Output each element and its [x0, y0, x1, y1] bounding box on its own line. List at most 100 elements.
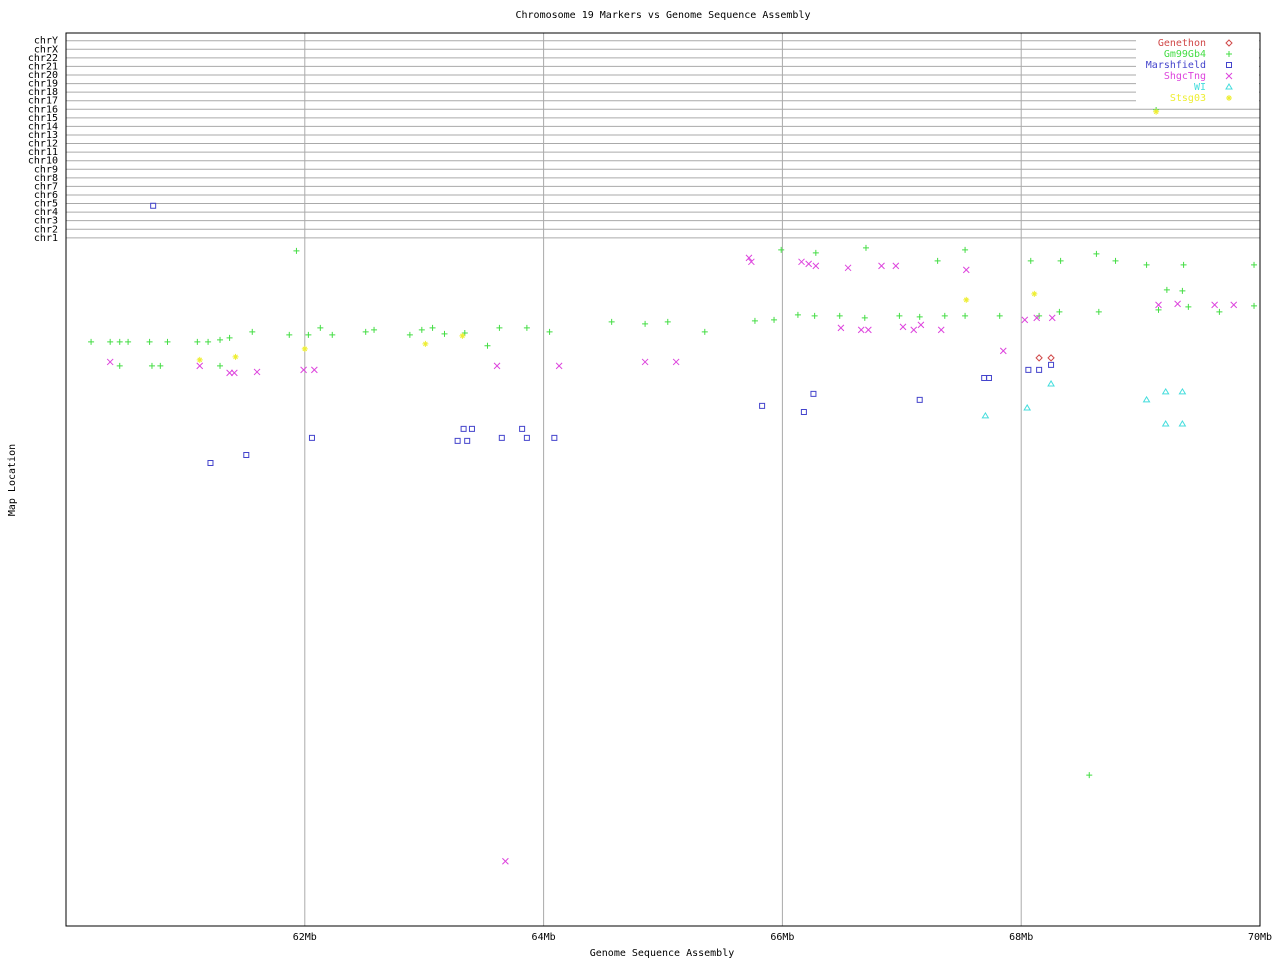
point: [1056, 308, 1063, 315]
y-tick-label: chr19: [28, 79, 58, 90]
y-tick-label: chr11: [28, 147, 58, 158]
point: [1161, 387, 1170, 395]
point: [106, 358, 114, 366]
point: [217, 336, 224, 343]
point: [1025, 366, 1032, 373]
point: [1143, 261, 1150, 268]
point: [308, 434, 315, 441]
point: [519, 425, 526, 432]
point: [800, 408, 807, 415]
point: [107, 338, 114, 345]
point: [125, 338, 132, 345]
point: [812, 249, 819, 256]
point: [493, 362, 501, 370]
marks: [88, 106, 1258, 865]
y-tick-label: chr10: [28, 156, 58, 167]
point: [546, 328, 553, 335]
point: [1021, 316, 1029, 324]
point: [293, 247, 300, 254]
point: [916, 313, 923, 320]
y-tick-label: chr18: [28, 87, 58, 98]
point: [999, 347, 1007, 355]
point: [1178, 419, 1187, 427]
point: [1047, 354, 1055, 362]
point: [88, 338, 95, 345]
point: [249, 328, 256, 335]
point: [664, 318, 671, 325]
legend-box: [1136, 37, 1259, 107]
point: [310, 366, 318, 374]
point: [146, 338, 153, 345]
y-tick-label: chr17: [28, 96, 58, 107]
x-tick-label: 64Mb: [532, 932, 556, 943]
legend-label: WI: [1194, 82, 1206, 93]
y-tick-label: chr20: [28, 70, 58, 81]
point: [464, 437, 471, 444]
y-tick-label: chr2: [34, 224, 58, 235]
point: [811, 312, 818, 319]
point: [1153, 108, 1160, 115]
y-tick-label: chr16: [28, 104, 58, 115]
point: [916, 396, 923, 403]
point: [861, 314, 868, 321]
point: [836, 312, 843, 319]
point: [454, 437, 461, 444]
legend-marker: [1225, 39, 1233, 47]
point: [418, 326, 425, 333]
point: [300, 366, 307, 374]
legend-label: Stsg03: [1170, 93, 1206, 104]
point: [231, 369, 238, 377]
plot-frame: [65, 32, 1261, 927]
point: [642, 320, 649, 327]
point: [1251, 302, 1258, 309]
point: [1033, 314, 1041, 322]
point: [837, 324, 845, 332]
point: [150, 202, 157, 209]
y-tick-label: chr15: [28, 113, 58, 124]
point: [962, 266, 970, 274]
point: [1095, 308, 1102, 315]
legend-label: ShgcTng: [1164, 71, 1206, 82]
x-tick-label: 62Mb: [293, 932, 317, 943]
point: [484, 342, 491, 349]
point: [116, 338, 123, 345]
point: [1031, 290, 1038, 297]
point: [317, 324, 324, 331]
y-tick-label: chr14: [28, 121, 58, 132]
y-tick-label: chr12: [28, 139, 58, 150]
point: [1155, 301, 1162, 309]
point: [329, 331, 336, 338]
point: [253, 368, 261, 376]
point: [751, 317, 758, 324]
y-tick-label: chr6: [34, 190, 58, 201]
point: [1174, 300, 1181, 308]
y-tick-label: chr9: [34, 164, 58, 175]
point: [1112, 257, 1119, 264]
legend-label: Genethon: [1158, 38, 1206, 49]
point: [937, 326, 945, 334]
point: [226, 334, 233, 341]
point: [157, 362, 164, 369]
point: [226, 369, 233, 377]
point: [1230, 301, 1238, 309]
point: [759, 402, 766, 409]
legend-label: Gm99Gb4: [1164, 49, 1206, 60]
point: [305, 331, 312, 338]
point: [1211, 301, 1218, 309]
y-tick-label: chr22: [28, 53, 58, 64]
point: [555, 362, 563, 370]
y-tick-label: chr5: [34, 199, 58, 210]
point: [794, 311, 801, 318]
point: [910, 326, 918, 334]
point: [460, 425, 467, 432]
x-axis-label: Genome Sequence Assembly: [590, 948, 735, 959]
point: [498, 434, 505, 441]
point: [429, 324, 436, 331]
point: [1093, 250, 1100, 257]
x-tick-label: 66Mb: [770, 932, 794, 943]
point: [301, 345, 308, 352]
point: [196, 356, 203, 363]
point: [1035, 354, 1043, 362]
